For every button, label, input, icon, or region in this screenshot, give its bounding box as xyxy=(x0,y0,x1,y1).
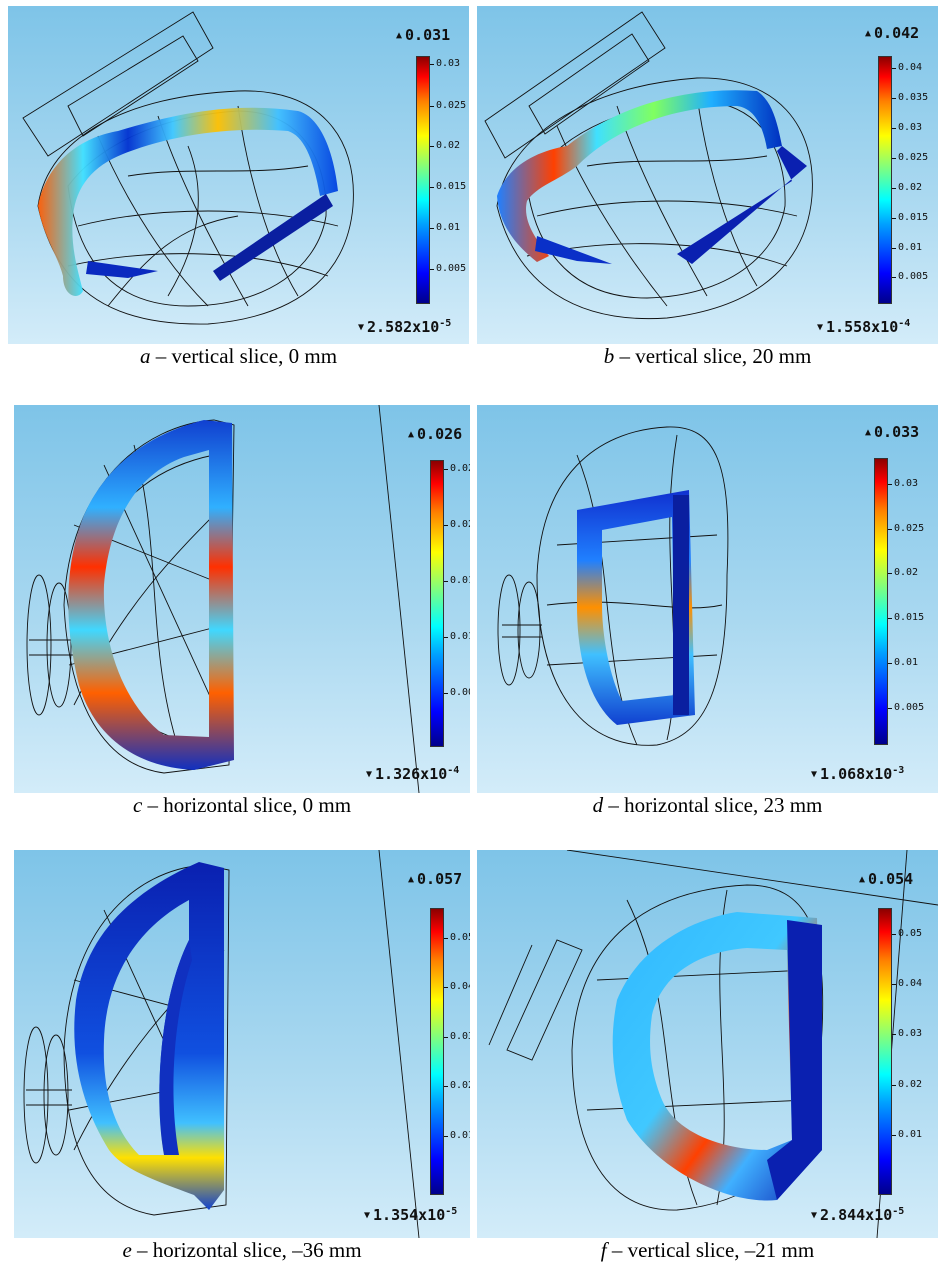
scale-tick: 0.03 xyxy=(443,1031,470,1042)
panel-c: 0.026 0.025 0.02 0.015 0.01 0.005 1.326x… xyxy=(14,405,470,793)
scale-tick: 0.005 xyxy=(429,263,467,274)
scale-tick: 0.005 xyxy=(887,702,925,713)
color-scale-min: 2.582x10-5 xyxy=(358,318,451,336)
scale-tick: 0.02 xyxy=(443,519,470,530)
color-scale-max: 0.033 xyxy=(865,423,919,441)
scale-tick: 0.03 xyxy=(429,58,461,69)
scale-tick: 0.035 xyxy=(891,92,929,103)
caption-c: c – horizontal slice, 0 mm xyxy=(132,793,352,817)
head-wireframe-b xyxy=(484,11,813,320)
color-scale-max: 0.057 xyxy=(408,870,462,888)
scale-tick: 0.02 xyxy=(887,567,919,578)
scale-tick: 0.01 xyxy=(443,631,470,642)
scale-tick: 0.025 xyxy=(891,152,929,163)
head-wireframe-f xyxy=(488,850,938,1238)
color-scale-bar xyxy=(430,908,444,1195)
caption-a: a – vertical slice, 0 mm xyxy=(139,344,338,368)
panel-f: 0.054 0.05 0.04 0.03 0.02 0.01 2.844x10-… xyxy=(477,850,938,1238)
color-scale-max: 0.042 xyxy=(865,24,919,42)
color-scale-bar xyxy=(878,908,892,1195)
scale-tick: 0.05 xyxy=(443,932,470,943)
color-scale-min: 1.326x10-4 xyxy=(366,765,459,783)
caption-b: b – vertical slice, 20 mm xyxy=(603,344,812,368)
scale-tick: 0.05 xyxy=(891,928,923,939)
color-scale-bar xyxy=(430,460,444,747)
scale-tick: 0.04 xyxy=(443,981,470,992)
color-scale-min: 1.354x10-5 xyxy=(364,1206,457,1224)
scale-tick: 0.025 xyxy=(443,463,470,474)
head-wireframe-d xyxy=(497,426,729,746)
head-wireframe-c xyxy=(26,405,420,793)
scale-tick: 0.02 xyxy=(443,1080,470,1091)
head-wireframe-e xyxy=(23,850,420,1238)
color-scale-bar xyxy=(874,458,888,745)
color-scale-min: 1.068x10-3 xyxy=(811,765,904,783)
color-scale-max: 0.031 xyxy=(396,26,450,44)
scale-tick: 0.025 xyxy=(429,100,467,111)
panel-a: 0.031 0.03 0.025 0.02 0.015 0.01 0.005 2… xyxy=(8,6,469,344)
scale-tick: 0.015 xyxy=(429,181,467,192)
scale-tick: 0.02 xyxy=(891,182,923,193)
scale-tick: 0.01 xyxy=(443,1130,470,1141)
color-scale-min: 1.558x10-4 xyxy=(817,318,910,336)
color-scale-max: 0.026 xyxy=(408,425,462,443)
scale-tick: 0.03 xyxy=(891,1028,923,1039)
color-scale-bar xyxy=(878,56,892,304)
scale-tick: 0.03 xyxy=(891,122,923,133)
color-scale-max: 0.054 xyxy=(859,870,913,888)
caption-d: d – horizontal slice, 23 mm xyxy=(592,793,823,817)
color-scale-bar xyxy=(416,56,430,304)
scale-tick: 0.015 xyxy=(891,212,929,223)
scale-tick: 0.025 xyxy=(887,523,925,534)
scale-tick: 0.03 xyxy=(887,478,919,489)
scale-tick: 0.01 xyxy=(429,222,461,233)
scale-tick: 0.015 xyxy=(443,575,470,586)
scale-tick: 0.005 xyxy=(443,687,470,698)
scale-tick: 0.01 xyxy=(887,657,919,668)
scale-tick: 0.01 xyxy=(891,242,923,253)
color-scale-min: 2.844x10-5 xyxy=(811,1206,904,1224)
caption-e: e – horizontal slice, –36 mm xyxy=(122,1238,362,1262)
panel-d: 0.033 0.03 0.025 0.02 0.015 0.01 0.005 1… xyxy=(477,405,938,793)
scale-tick: 0.04 xyxy=(891,978,923,989)
panel-e: 0.057 0.05 0.04 0.03 0.02 0.01 1.354x10-… xyxy=(14,850,470,1238)
scale-tick: 0.02 xyxy=(429,140,461,151)
caption-f: f – vertical slice, –21 mm xyxy=(600,1238,815,1262)
head-wireframe-a xyxy=(22,11,354,325)
scale-tick: 0.015 xyxy=(887,612,925,623)
scale-tick: 0.02 xyxy=(891,1079,923,1090)
scale-tick: 0.01 xyxy=(891,1129,923,1140)
scale-tick: 0.005 xyxy=(891,271,929,282)
scale-tick: 0.04 xyxy=(891,62,923,73)
panel-b: 0.042 0.04 0.035 0.03 0.025 0.02 0.015 0… xyxy=(477,6,938,344)
